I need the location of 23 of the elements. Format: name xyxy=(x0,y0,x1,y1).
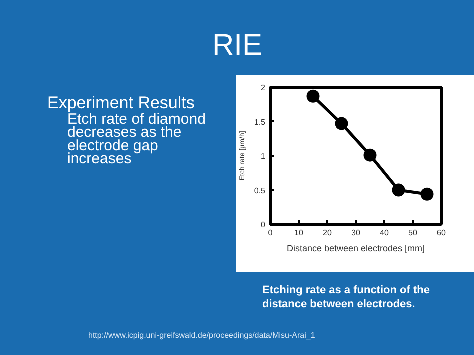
point xyxy=(306,90,320,103)
y-tick-label: 0.5 xyxy=(254,186,266,196)
x-tick-label: 60 xyxy=(437,228,446,238)
text: Etch rate of diamond decreases as the electrode gap increases xyxy=(68,110,206,168)
x-tick-label: 30 xyxy=(352,228,361,238)
point xyxy=(364,148,377,162)
x-tick-label: 0 xyxy=(268,228,274,238)
point xyxy=(392,184,406,197)
x-tick-label: 10 xyxy=(294,228,304,238)
text: Etching rate as a function of the distance between electrodes. xyxy=(262,284,430,310)
y-tick-label: 2 xyxy=(261,84,266,92)
y-tick-label: 0 xyxy=(261,220,266,230)
chart-title: RIE xyxy=(212,29,263,62)
point xyxy=(420,188,434,201)
text: http://www.icpig.uni-greifswald.de/proceedings/data/Misu-Arai_1 xyxy=(88,331,316,340)
point xyxy=(335,117,348,130)
x-axis-title: Distance between electrodes [mm] xyxy=(286,244,426,254)
text: Experiment Results xyxy=(48,93,195,112)
x-tick-label: 40 xyxy=(380,228,390,238)
x-tick-label: 50 xyxy=(408,228,418,238)
y-tick-label: 1 xyxy=(261,152,266,161)
x-tick-label: 20 xyxy=(323,228,332,238)
y-tick-label: 1.5 xyxy=(254,118,266,127)
